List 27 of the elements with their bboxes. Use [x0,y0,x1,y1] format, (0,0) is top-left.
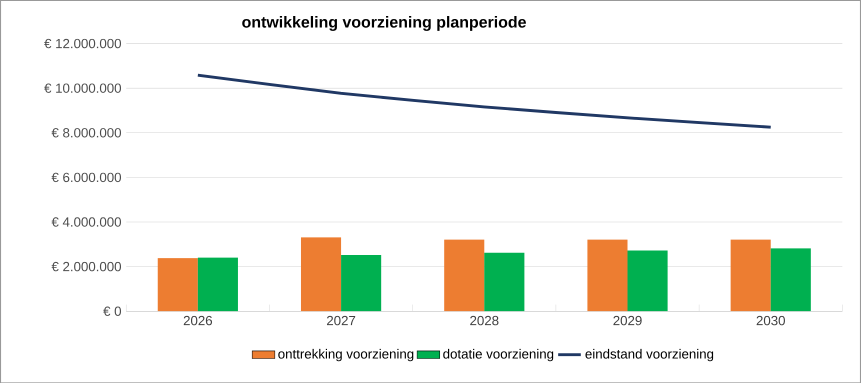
x-tick-label: 2030 [756,316,785,326]
legend-label: eindstand voorziening [585,348,714,362]
bar [587,239,628,311]
legend-label: onttrekking voorziening [278,348,414,362]
legend-label: dotatie voorziening [443,348,554,362]
chart-title: ontwikkeling voorziening planperiode [242,16,526,31]
y-tick-label: € 6.000.000 [52,172,122,182]
x-tick-label: 2028 [470,316,498,326]
x-tick-label: 2027 [326,316,356,326]
bar [444,239,484,311]
bar [158,258,198,311]
y-tick-label: € 4.000.000 [52,217,122,226]
y-tick-label: € 10.000.000 [44,83,122,93]
y-tick-label: € 2.000.000 [52,262,122,272]
x-tick-label: 2029 [613,316,642,326]
bar [484,252,524,311]
y-tick-label: € 8.000.000 [52,128,122,138]
bar [730,239,771,311]
y-tick-label: € 12.000.000 [44,38,122,48]
line-series [196,74,772,128]
bar [770,248,811,311]
bar [300,237,342,311]
y-tick-label: € 0 [103,306,122,316]
bar [341,254,382,311]
bar [628,250,668,311]
bar [198,257,238,311]
x-tick-label: 2026 [184,316,212,326]
